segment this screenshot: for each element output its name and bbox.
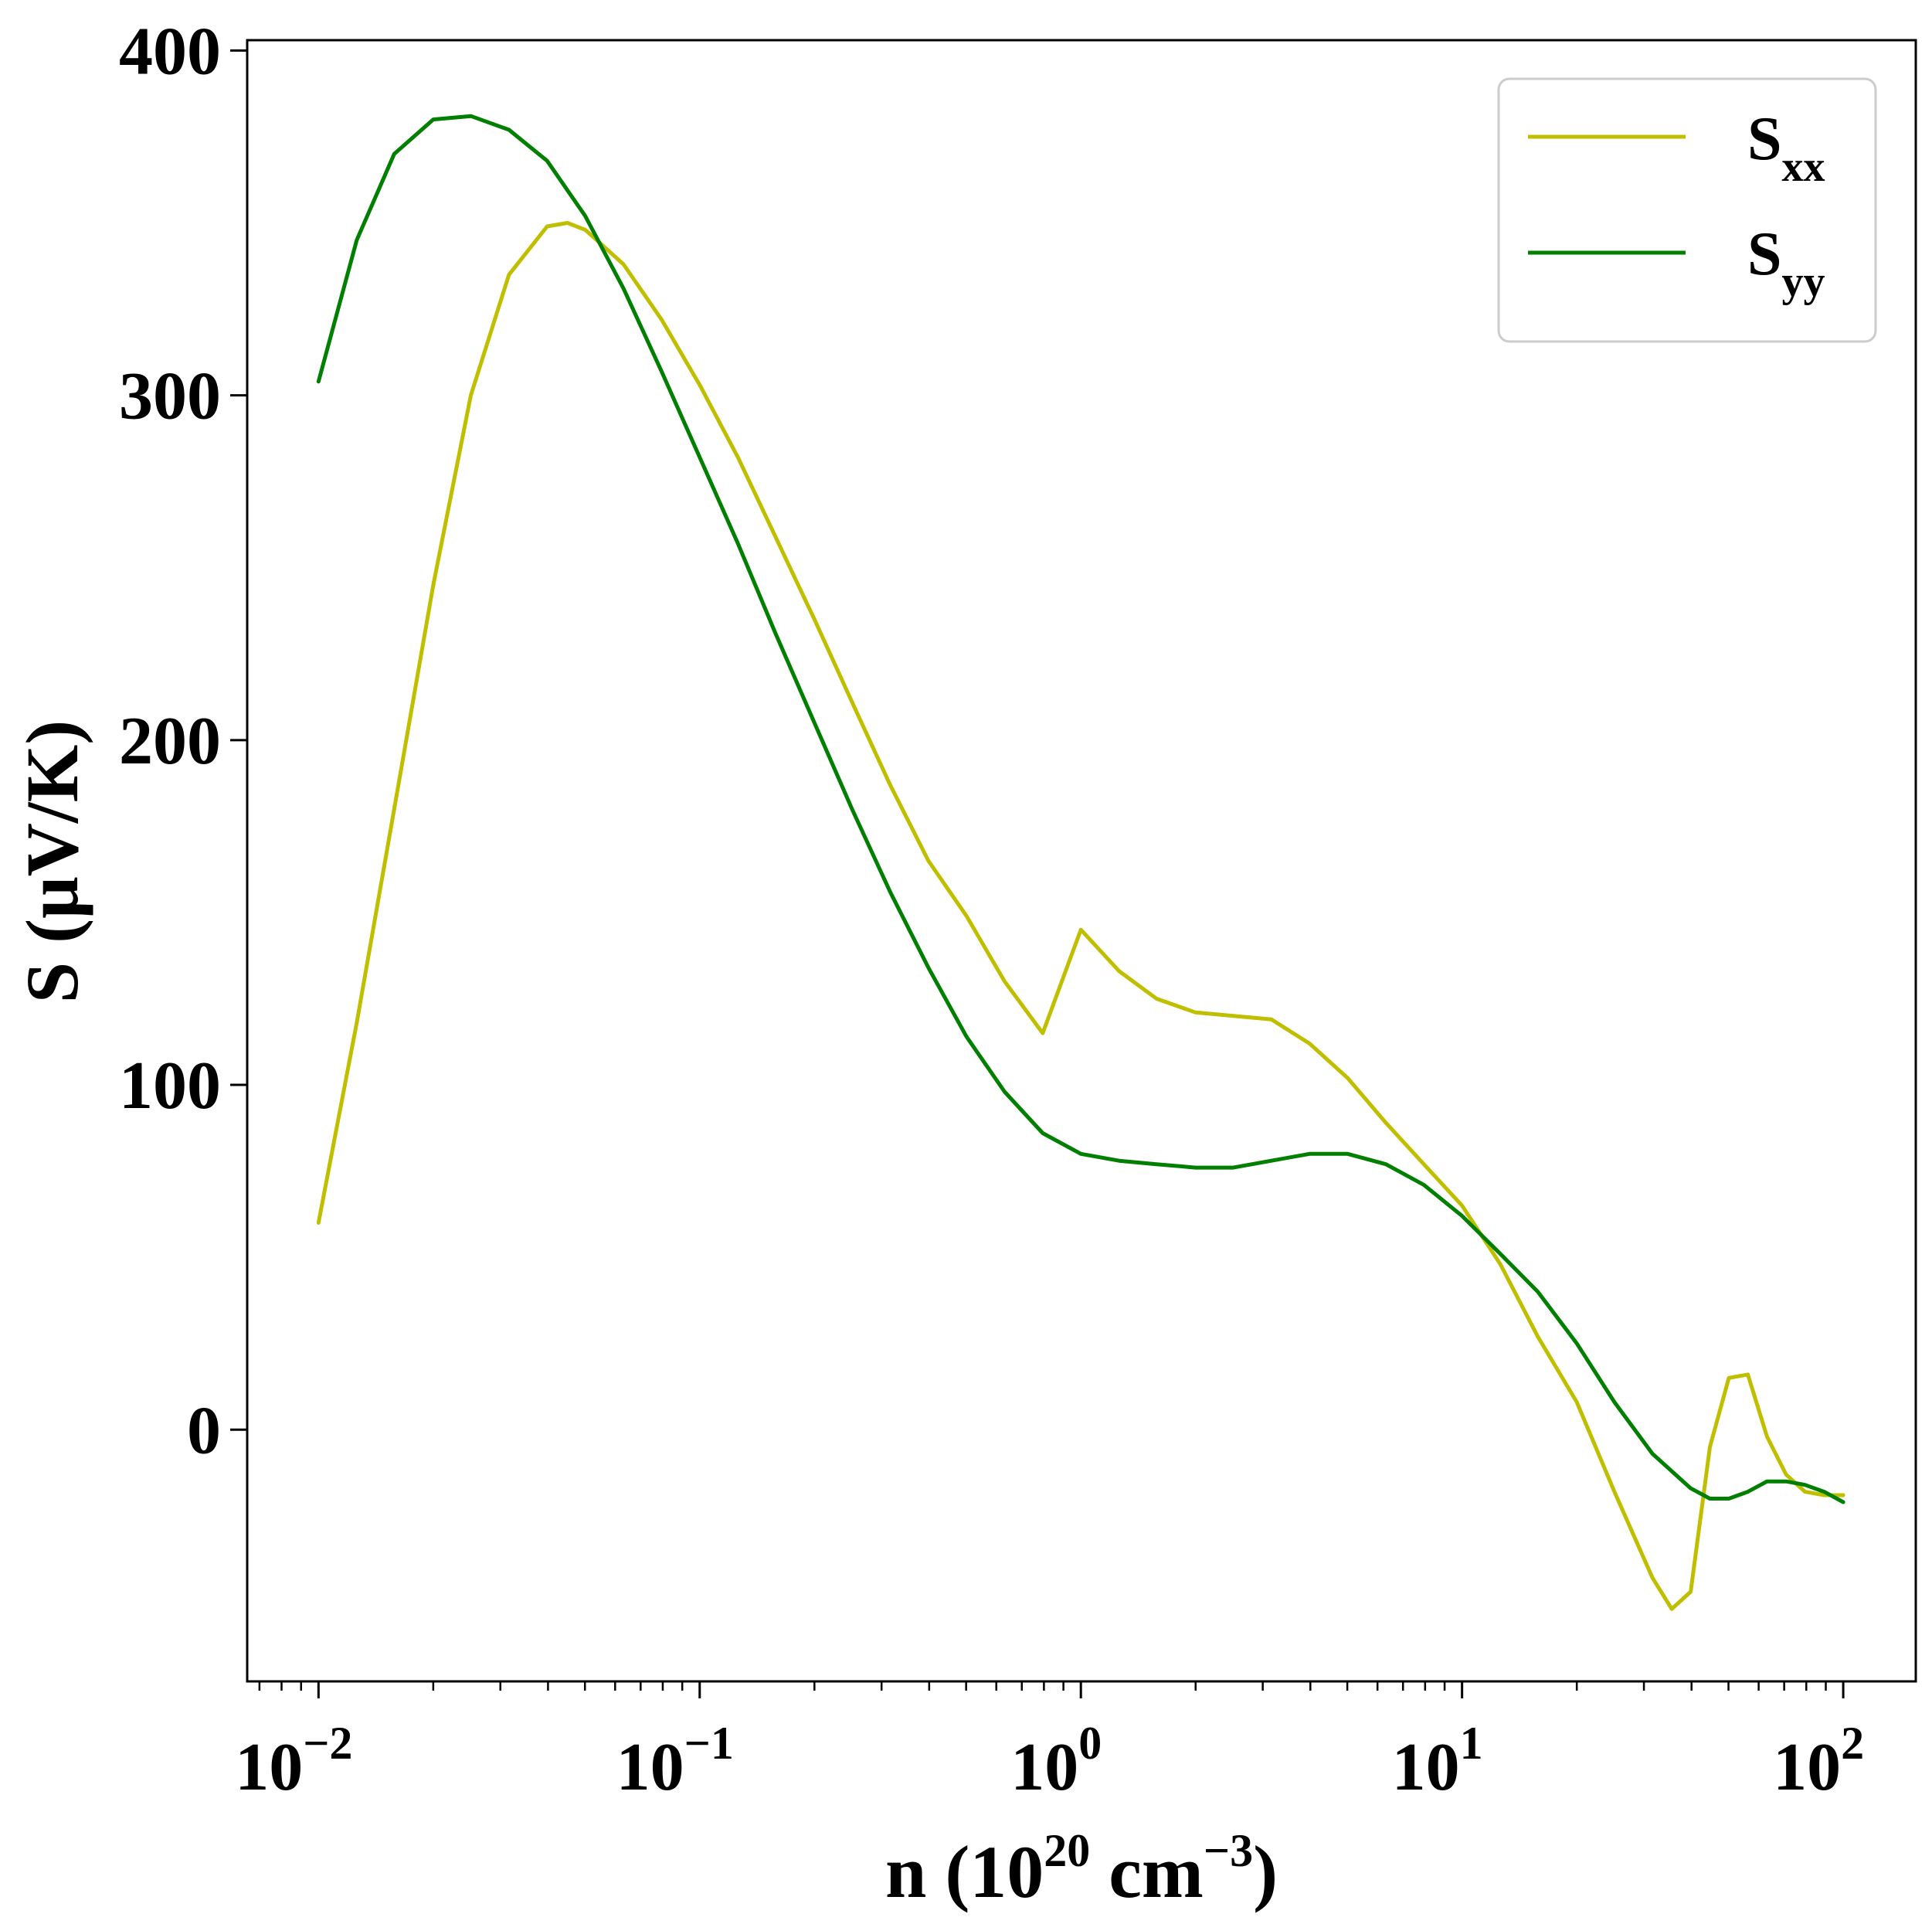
legend-label-syy: Syy [1747, 220, 1825, 306]
x-tick-label: 100 [1010, 1718, 1102, 1805]
series-line-sxx [316, 221, 1845, 1611]
series-layer [316, 114, 1845, 1611]
legend-box [1497, 77, 1877, 343]
legend: Sxx Syy [1497, 77, 1877, 343]
x-tick-label: 102 [1773, 1718, 1864, 1805]
y-tick-label: 100 [119, 1049, 221, 1123]
y-tick-label: 200 [119, 704, 221, 779]
x-axis-title: n (1020 cm−3) [885, 1825, 1278, 1913]
y-axis: 0 100 200 300 400 [119, 14, 247, 1468]
y-tick-label: 0 [187, 1393, 221, 1468]
x-tick-label: 10−2 [235, 1718, 352, 1805]
legend-label-sxx: Sxx [1747, 105, 1825, 191]
series-line-syy [316, 114, 1845, 1504]
y-tick-label: 300 [119, 359, 221, 434]
y-tick-label: 400 [119, 14, 221, 89]
x-tick-label: 101 [1392, 1718, 1483, 1805]
y-axis-title: S (μV/K) [11, 720, 93, 1003]
x-axis: 10−2 10−1 100 101 102 [235, 1681, 1864, 1805]
x-tick-label: 10−1 [616, 1718, 734, 1805]
